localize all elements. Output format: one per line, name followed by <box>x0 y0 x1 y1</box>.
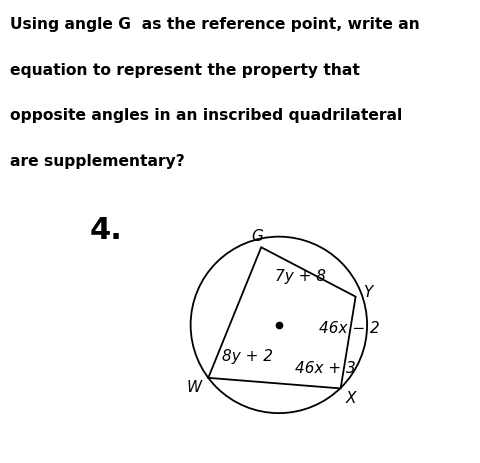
Text: opposite angles in an inscribed quadrilateral: opposite angles in an inscribed quadrila… <box>10 108 401 123</box>
Text: are supplementary?: are supplementary? <box>10 154 184 169</box>
Text: X: X <box>345 391 355 406</box>
Text: W: W <box>187 380 202 394</box>
Text: 7y + 8: 7y + 8 <box>275 269 325 284</box>
Text: 46x + 3: 46x + 3 <box>294 361 355 376</box>
Text: equation to represent the property that: equation to represent the property that <box>10 63 359 77</box>
Text: G: G <box>251 229 263 244</box>
Text: 46x − 2: 46x − 2 <box>318 321 379 336</box>
Text: 8y + 2: 8y + 2 <box>222 349 273 364</box>
Text: Y: Y <box>362 285 372 300</box>
Text: 4.: 4. <box>90 216 123 245</box>
Text: Using angle G  as the reference point, write an: Using angle G as the reference point, wr… <box>10 17 419 31</box>
